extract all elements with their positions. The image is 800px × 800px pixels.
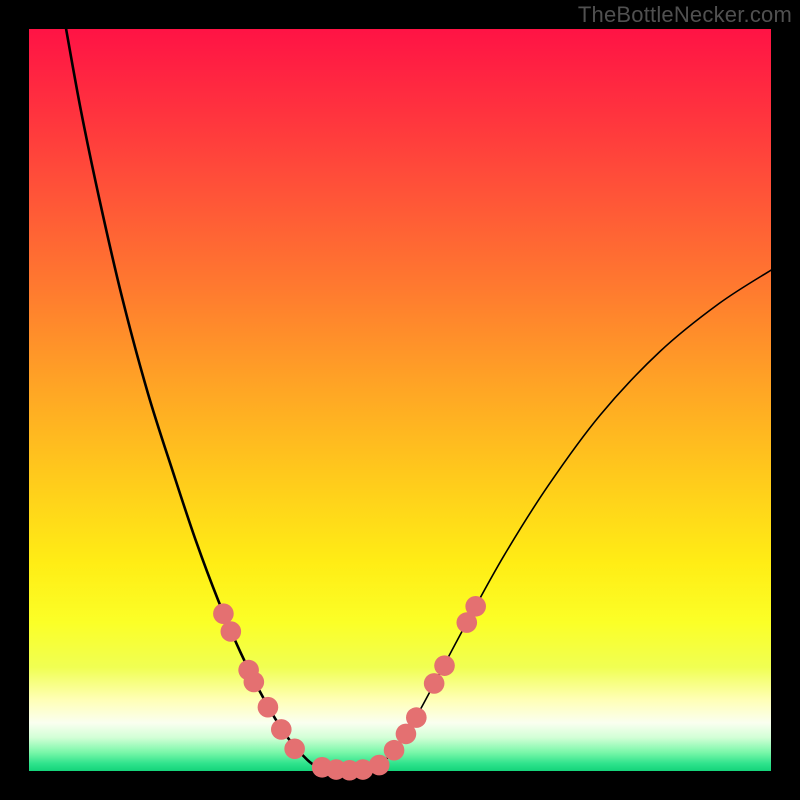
data-dot: [258, 697, 279, 718]
data-dot: [284, 738, 305, 759]
data-dot: [244, 672, 265, 693]
data-dot: [221, 621, 242, 642]
plot-background: [29, 29, 771, 771]
data-dot: [465, 596, 486, 617]
data-dot: [406, 707, 427, 728]
data-dot: [434, 655, 455, 676]
chart-frame: TheBottleNecker.com: [0, 0, 800, 800]
data-dot: [213, 603, 234, 624]
data-dot: [424, 673, 445, 694]
watermark-text: TheBottleNecker.com: [578, 2, 792, 28]
bottleneck-chart-svg: [0, 0, 800, 800]
data-dot: [369, 755, 390, 776]
data-dot: [271, 719, 292, 740]
